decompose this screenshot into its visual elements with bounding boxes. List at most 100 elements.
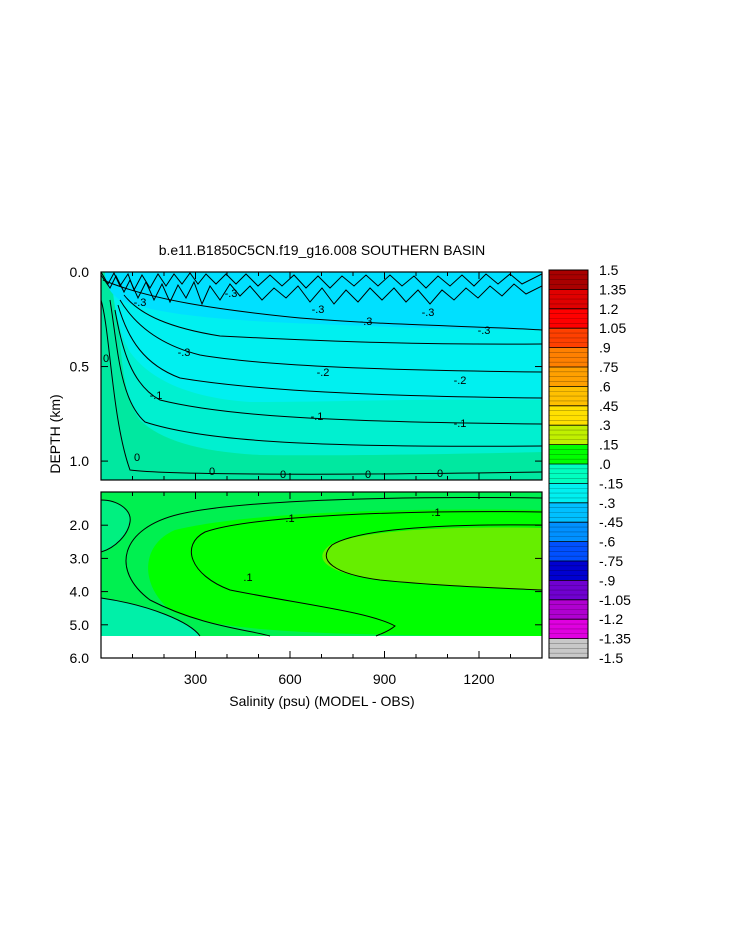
contour-labels: 0 0 0 0 0 0 -.1 -.1 -.1 -.2 -.2 -.3 -.3 -.3 -.3 -.3 -.3 -… [103,288,490,584]
colorbar-label: -1.2 [599,611,623,627]
y-tick-label: 3.0 [70,550,90,566]
colorbar-label: -.75 [599,553,623,569]
colorbar-label: -1.05 [599,592,631,608]
y-tick-label: 4.0 [70,584,90,600]
contour-label: -.3 [134,297,147,309]
contour-label: 0 [209,466,215,478]
contour-line [109,299,542,447]
contour-label: -.3 [360,316,373,328]
y-tick-label: 6.0 [70,650,90,666]
y-tick-label: 2.0 [70,517,90,533]
colorbar-segment [549,386,588,406]
colorbar-segment [549,444,588,464]
contour-label: .1 [243,572,252,584]
contour-line [101,272,542,292]
colorbar-label: .75 [599,359,619,375]
colorbar-segment [549,270,588,290]
colorbar-label: .45 [599,398,619,414]
contour-label: -.3 [178,347,191,359]
chart-title: b.e11.B1850C5CN.f19_g16.008 SOUTHERN BAS… [159,242,486,258]
upper-panel [101,272,542,480]
colorbar-segment [549,328,588,348]
colorbar-label: 1.05 [599,320,626,336]
colorbar-label: -.45 [599,514,623,530]
lower-region-015 [322,527,542,590]
colorbar-frame [548,269,589,659]
contour-line [102,279,542,331]
colorbar-label: -1.35 [599,631,631,647]
contour-line [123,294,542,345]
contour-line [101,299,542,475]
colorbar-label: 1.5 [599,262,619,278]
contour-label: .1 [431,507,440,519]
colorbar-label: -.9 [599,572,616,588]
contour-line [114,309,542,425]
contour-label: -.2 [454,375,467,387]
x-tick-label: 1200 [463,671,494,687]
contour-label: -.3 [312,304,325,316]
contour-label: -.1 [454,418,467,430]
colorbar-segment [549,289,588,309]
colorbar-segment [549,599,588,620]
y-tick-label: 1.0 [70,453,90,469]
colorbar-label: .15 [599,437,619,453]
colorbar-label: .3 [599,417,611,433]
y-tick-label: 5.0 [70,617,90,633]
colorbar: 1.5 1.35 1.2 1.05 .9 .75 .6 .45 .3 .15 .0 -.15 -.3 -.… [548,262,631,666]
contour-label: 0 [103,353,109,365]
contour-line [190,511,542,637]
colorbar-segment [549,619,588,639]
lower-panel [101,492,542,658]
contour-label: 0 [365,469,371,481]
contour-label: -.1 [311,411,324,423]
upper-region-neg03 [105,272,542,330]
lower-region-bottom [101,598,200,636]
colorbar-label: .9 [599,340,611,356]
colorbar-segment [549,308,588,329]
colorbar-segment [549,522,588,542]
x-axis-label: Salinity (psu) (MODEL - OBS) [229,693,414,709]
contour-line [101,274,542,306]
contour-label: -.3 [225,288,238,300]
x-tick-label: 600 [278,671,302,687]
colorbar-label: 1.35 [599,281,626,297]
colorbar-label: -1.5 [599,650,623,666]
y-axis-label: DEPTH (km) [47,394,63,473]
contour-line [125,497,542,637]
colorbar-label: .6 [599,378,611,394]
contour-line [325,524,542,591]
contour-label: 0 [134,452,140,464]
colorbar-segment [549,464,588,484]
colorbar-segment [549,405,588,426]
contour-label: -.3 [478,325,491,337]
contour-line [101,597,201,637]
y-tick-label: 0.0 [70,264,90,280]
colorbar-label: -.15 [599,475,623,491]
colorbar-label: .0 [599,456,611,472]
colorbar-segment [549,502,588,523]
colorbar-label: -.6 [599,534,616,550]
x-tick-label: 300 [184,671,208,687]
contour-label: -.3 [422,307,435,319]
x-tick-label: 900 [373,671,397,687]
contour-label: 0 [280,469,286,481]
colorbar-segment [549,561,588,581]
colorbar-segment [549,580,588,600]
colorbar-segment [549,541,588,561]
contour-label: -.1 [150,390,163,402]
colorbar-segment [549,347,588,367]
contour-line [101,499,131,553]
colorbar-segment [549,483,588,503]
lower-region-small [101,500,131,552]
colorbar-segment [549,367,588,387]
contour-line [117,304,542,399]
contour-label: -.2 [317,367,330,379]
axes-layer: 300 600 900 1200 0.0 0.5 1.0 2.0 3.0 4.0 5.0 6.0 [70,264,542,687]
contour-label: .1 [285,513,294,525]
contour-line [119,299,542,373]
colorbar-segment [549,425,588,445]
colorbar-label: -.3 [599,495,616,511]
y-tick-label: 0.5 [70,359,90,375]
colorbar-segment [549,638,588,658]
